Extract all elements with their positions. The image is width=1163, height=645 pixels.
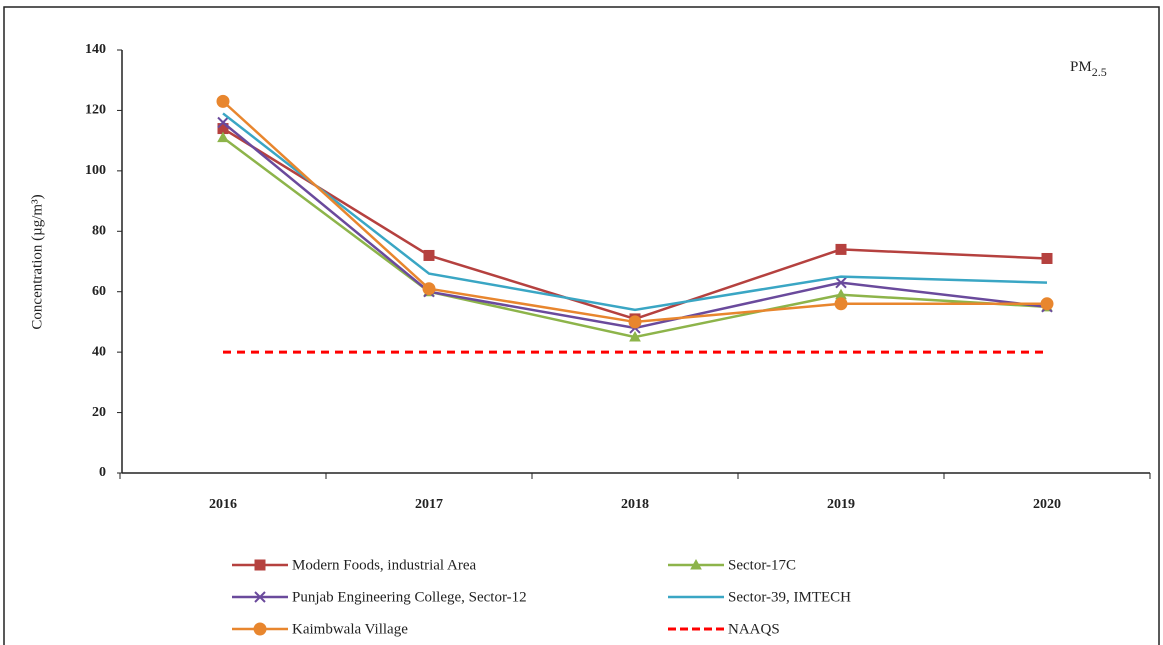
series-line: [222, 136, 1048, 339]
y-tick-label: 80: [92, 224, 106, 239]
y-tick-label: 40: [92, 344, 106, 359]
x-tick-label: 2019: [827, 497, 855, 512]
marker: [423, 249, 435, 261]
legend-label: Modern Foods, industrial Area: [292, 557, 476, 573]
marker: [254, 559, 266, 571]
marker: [629, 331, 641, 342]
x-tick-label: 2018: [621, 497, 649, 512]
annotation-subscript: 2.5: [1092, 65, 1107, 79]
legend-label: Sector-39, IMTECH: [728, 589, 851, 605]
x-tick-label: 2016: [209, 497, 237, 512]
marker: [253, 622, 267, 636]
marker: [835, 243, 847, 255]
y-tick-label: 120: [85, 103, 106, 118]
marker: [422, 282, 436, 296]
x-tick-label: 2017: [415, 497, 443, 512]
annotation-text: PM: [1070, 59, 1092, 75]
marker: [834, 297, 848, 311]
y-tick-label: 100: [85, 163, 106, 178]
y-tick-label: 20: [92, 405, 106, 420]
legend-label: Punjab Engineering College, Sector-12: [292, 589, 527, 605]
marker: [1041, 252, 1053, 264]
marker: [217, 116, 229, 129]
marker: [835, 276, 847, 289]
legend-label: NAAQS: [728, 621, 780, 637]
marker: [217, 131, 229, 143]
y-tick-label: 60: [92, 284, 106, 299]
series-line: [222, 121, 1048, 330]
y-tick-label: 0: [99, 465, 106, 480]
x-tick-label: 2020: [1033, 497, 1061, 512]
marker: [254, 591, 266, 603]
marker: [216, 94, 230, 108]
series-line: [222, 100, 1047, 324]
legend-label: Kaimbwala Village: [292, 621, 408, 637]
marker: [690, 558, 702, 570]
marker: [628, 315, 642, 329]
marker: [1040, 297, 1054, 311]
y-axis-label: Concentration (µg/m³): [29, 194, 45, 329]
y-tick-label: 140: [85, 42, 106, 57]
legend-label: Sector-17C: [728, 557, 796, 573]
frame: [3, 6, 1160, 645]
annotation: PM2.5: [1070, 59, 1107, 78]
series-line: [222, 112, 1048, 312]
